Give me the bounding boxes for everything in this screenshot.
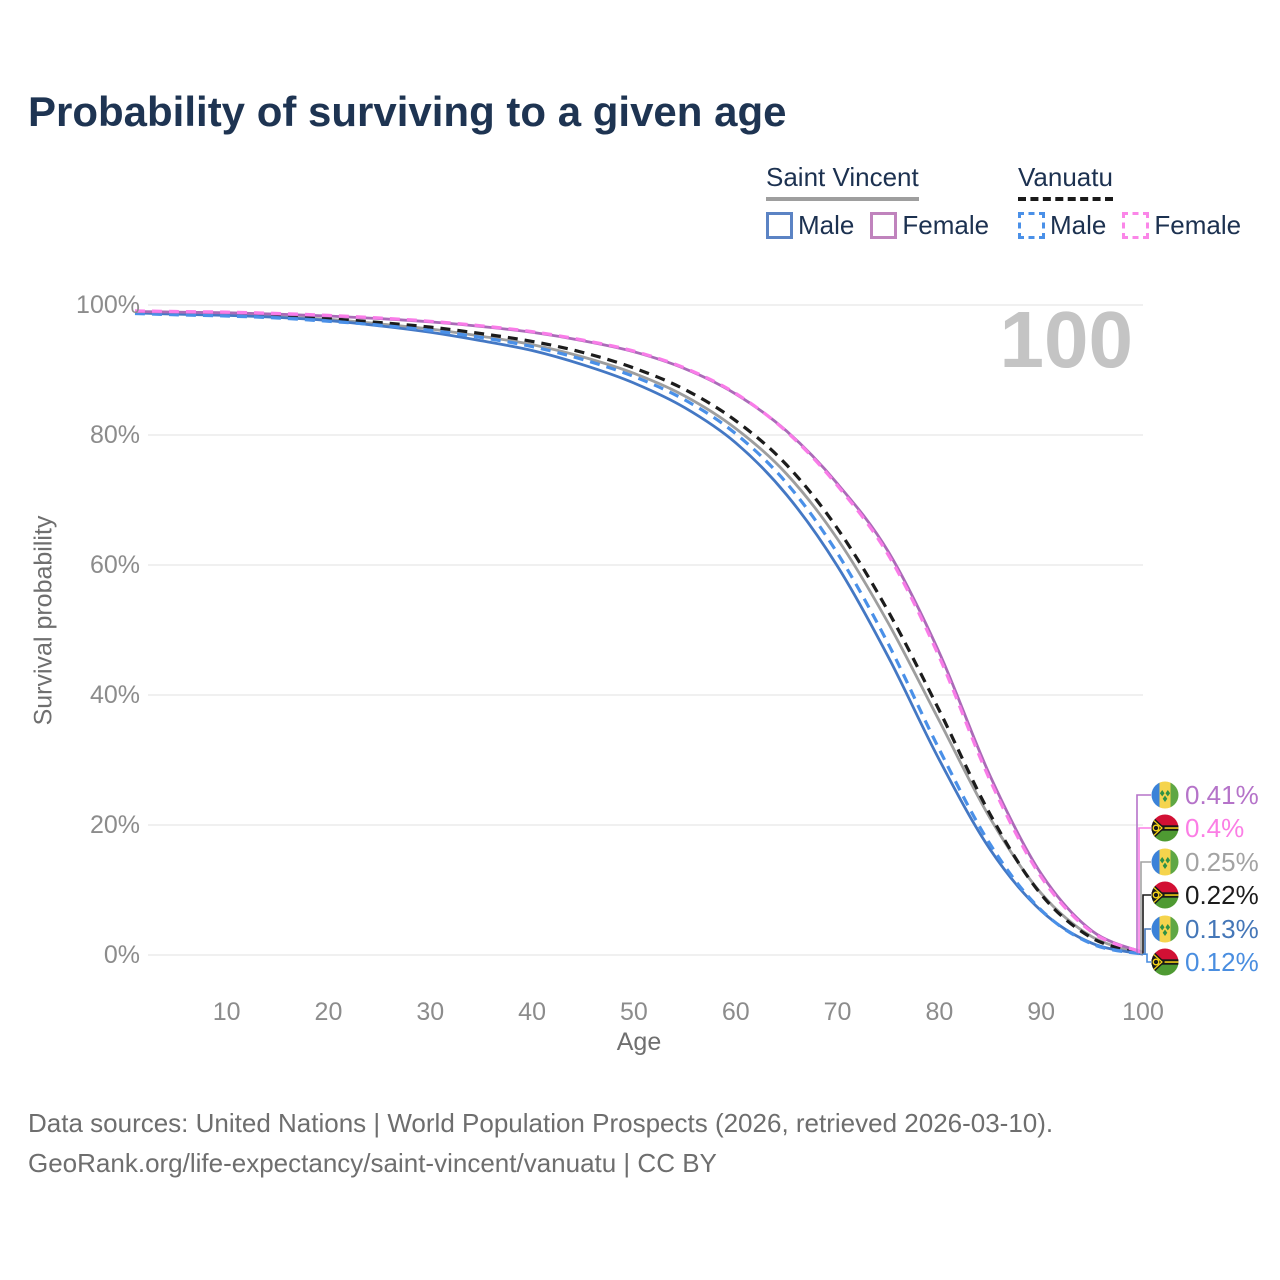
end-label-0.13pct: 0.13% xyxy=(1151,914,1259,944)
end-label-0.25pct: 0.25% xyxy=(1151,847,1259,877)
vanuatu-flag xyxy=(1151,814,1179,842)
legend-heading-vanuatu: Vanuatu xyxy=(1018,162,1113,201)
y-tick-label-40: 40% xyxy=(89,681,140,709)
legend-heading-saint-vincent: Saint Vincent xyxy=(766,162,919,201)
data-sources-note: Data sources: United Nations | World Pop… xyxy=(28,1108,1054,1138)
legend-label: Male xyxy=(1050,210,1107,240)
legend-swatch-vanuatu-female-icon xyxy=(1122,212,1150,239)
y-tick-label-60: 60% xyxy=(89,551,140,579)
x-tick-label-70: 70 xyxy=(823,998,852,1026)
legend-swatch-vanuatu-male-icon xyxy=(1018,212,1045,239)
saint-vincent-flag xyxy=(1151,848,1179,876)
x-tick-label-80: 80 xyxy=(925,998,954,1026)
curve-vanuatu-overall xyxy=(134,310,1144,956)
curve-vanuatu-male xyxy=(134,311,1144,956)
source-url[interactable]: GeoRank.org/life-expectancy/saint-vincen… xyxy=(28,1148,717,1178)
end-label-value: 0.4% xyxy=(1185,812,1245,843)
end-label-connector xyxy=(1140,861,1151,955)
y-tick-label-80: 80% xyxy=(89,421,140,449)
legend-item-saint-vincent-male[interactable]: Male xyxy=(766,210,854,241)
legend-label: Female xyxy=(902,210,990,240)
end-label-value: 0.22% xyxy=(1185,879,1259,910)
x-tick-label-30: 30 xyxy=(416,998,445,1026)
legend-item-vanuatu-female[interactable]: Female xyxy=(1122,210,1241,241)
legend-label: Female xyxy=(1154,210,1242,240)
end-label-0.22pct: 0.22% xyxy=(1151,880,1259,910)
end-label-0.41pct: 0.41% xyxy=(1151,780,1259,810)
x-tick-label-20: 20 xyxy=(314,998,343,1026)
legend-item-saint-vincent-female[interactable]: Female xyxy=(870,210,989,241)
legend-swatch-saint-vincent-male-icon xyxy=(766,212,793,239)
x-tick-label-60: 60 xyxy=(721,998,750,1026)
x-tick-label-10: 10 xyxy=(212,998,241,1026)
x-tick-label-50: 50 xyxy=(620,998,648,1026)
x-tick-label-40: 40 xyxy=(518,998,546,1026)
y-tick-label-20: 20% xyxy=(89,811,140,839)
y-axis-title: Survival probability xyxy=(29,515,58,726)
legend-item-vanuatu-male[interactable]: Male xyxy=(1018,210,1106,241)
end-label-value: 0.13% xyxy=(1185,913,1259,944)
end-label-0.12pct: 0.12% xyxy=(1151,947,1259,977)
end-label-value: 0.41% xyxy=(1185,779,1259,810)
x-axis-title: Age xyxy=(616,1028,662,1056)
end-label-value: 0.25% xyxy=(1185,846,1259,877)
x-tick-label-90: 90 xyxy=(1027,998,1056,1026)
legend-group-vanuatu: Vanuatu Male Female xyxy=(1018,162,1257,241)
vanuatu-flag xyxy=(1151,881,1179,909)
page-title: Probability of surviving to a given age xyxy=(28,88,787,135)
legend-group-saint-vincent: Saint Vincent Male Female xyxy=(766,162,1005,241)
y-tick-label-0: 0% xyxy=(103,941,140,969)
end-label-value: 0.12% xyxy=(1185,946,1259,977)
end-label-connector xyxy=(1143,953,1151,963)
legend-items-vanuatu: Male Female xyxy=(1018,210,1257,241)
legend-items-saint-vincent: Male Female xyxy=(766,210,1005,241)
x-tick-label-100: 100 xyxy=(1122,998,1164,1026)
end-label-connector xyxy=(1142,894,1151,954)
curve-saint-vincent-male xyxy=(134,311,1144,956)
vanuatu-flag xyxy=(1151,948,1179,976)
legend-label: Male xyxy=(798,210,855,240)
curve-saint-vincent-female xyxy=(134,310,1144,954)
saint-vincent-flag xyxy=(1151,915,1179,943)
y-tick-label-100: 100% xyxy=(76,291,140,319)
curve-saint-vincent-overall xyxy=(134,310,1144,955)
age-watermark: 100 xyxy=(999,295,1133,384)
saint-vincent-flag xyxy=(1151,781,1179,809)
legend-swatch-saint-vincent-female-icon xyxy=(870,212,898,239)
curve-vanuatu-female xyxy=(134,309,1144,954)
end-label-0.4pct: 0.4% xyxy=(1151,813,1244,843)
end-label-connector xyxy=(1143,928,1151,955)
